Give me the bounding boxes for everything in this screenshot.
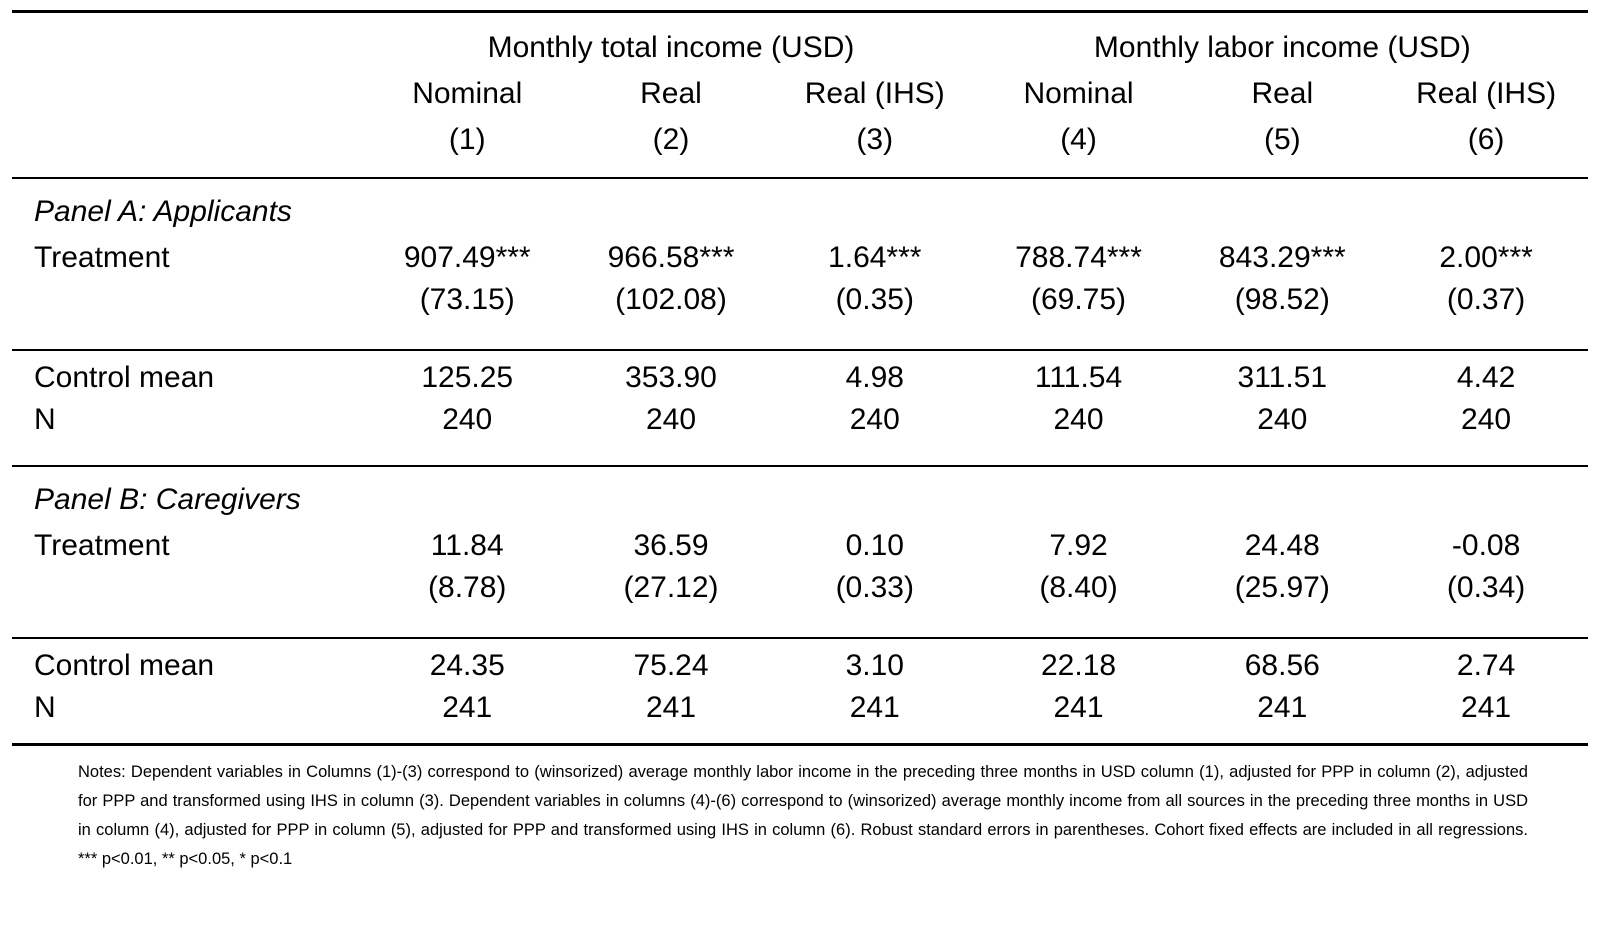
stderr-cell: (69.75)	[1030, 283, 1127, 316]
control-mean-cell: 353.90	[569, 349, 773, 399]
control-mean-cell: 125.25	[365, 349, 570, 399]
control-mean-cell: 2.74	[1384, 637, 1588, 687]
control-mean-row-label: Control mean	[12, 349, 366, 399]
column-number-row: (1) (2) (3) (4) (5) (6)	[12, 117, 1588, 178]
panel-a-treatment-row: Treatment 907.49*** 966.58*** 1.64*** 78…	[12, 235, 1588, 279]
coefficient-cell: 36.59	[633, 529, 709, 562]
col-number-3: (3)	[856, 123, 894, 156]
col-group-total-income: Monthly total income (USD)	[487, 31, 855, 64]
subheader-real-ihs-1: Real (IHS)	[804, 77, 945, 110]
stderr-cell: (102.08)	[615, 283, 727, 316]
coefficient-cell: -0.08	[1451, 529, 1521, 562]
panel-b-treatment-row: Treatment 11.84 36.59 0.10 7.92 24.48 -0…	[12, 523, 1588, 567]
col-group-labor-income: Monthly labor income (USD)	[1093, 31, 1471, 64]
stderr-cell: (8.40)	[1039, 571, 1118, 604]
panel-b-title-row: Panel B: Caregivers	[12, 465, 1588, 523]
header-empty-cell	[12, 12, 365, 72]
stderr-cell: (0.37)	[1446, 283, 1526, 316]
header-empty-cell	[12, 71, 365, 117]
treatment-row-label: Treatment	[34, 241, 170, 274]
coefficient-cell: 843.29***	[1218, 241, 1346, 274]
stderr-cell: (0.33)	[835, 571, 914, 604]
n-row-label: N	[34, 403, 56, 436]
coefficient-cell: 907.49***	[403, 241, 531, 274]
n-cell: 240	[849, 403, 900, 436]
table-notes: Notes: Dependent variables in Columns (1…	[78, 763, 1528, 868]
header-empty-cell	[12, 117, 365, 178]
empty-label-cell	[12, 567, 365, 638]
n-cell: 240	[1461, 403, 1512, 436]
treatment-row-label: Treatment	[34, 529, 170, 562]
subheader-nominal-2: Nominal	[1023, 77, 1134, 110]
panel-b: Panel B: Caregivers Treatment 11.84 36.5…	[12, 465, 1588, 745]
control-mean-cell: 4.42	[1384, 349, 1588, 399]
n-cell: 240	[442, 403, 493, 436]
n-row-label: N	[34, 691, 56, 724]
n-cell: 241	[1257, 691, 1308, 724]
coefficient-cell: 11.84	[430, 529, 504, 562]
panel-a-title-row: Panel A: Applicants	[12, 177, 1588, 235]
n-cell: 241	[1053, 691, 1104, 724]
panel-a-control-mean-row: Control mean 125.25 353.90 4.98 111.54 3…	[12, 349, 1588, 399]
coefficient-cell: 24.48	[1244, 529, 1320, 562]
table-header: Monthly total income (USD) Monthly labor…	[12, 12, 1588, 179]
coefficient-cell: 0.10	[845, 529, 904, 562]
control-mean-cell: 68.56	[1180, 637, 1385, 687]
panel-b-stderr-row: (8.78) (27.12) (0.33) (8.40) (25.97) (0.…	[12, 567, 1588, 638]
regression-table: Monthly total income (USD) Monthly labor…	[12, 10, 1588, 746]
n-cell: 240	[1257, 403, 1308, 436]
stderr-cell: (98.52)	[1234, 283, 1330, 316]
subheader-nominal-1: Nominal	[412, 77, 523, 110]
coefficient-cell: 788.74***	[1015, 241, 1142, 274]
subheader-real-ihs-2: Real (IHS)	[1416, 77, 1557, 110]
panel-a-n-row: N 240 240 240 240 240 240	[12, 399, 1588, 466]
stderr-cell: (73.15)	[419, 283, 515, 316]
coefficient-cell: 966.58***	[607, 241, 735, 274]
control-mean-row-label: Control mean	[12, 637, 366, 687]
control-mean-cell: 75.24	[569, 637, 773, 687]
control-mean-cell: 22.18	[976, 637, 1181, 687]
control-mean-cell: 111.54	[976, 349, 1181, 399]
n-cell: 241	[645, 691, 697, 724]
control-mean-cell: 3.10	[772, 637, 977, 687]
subheader-real-1: Real	[640, 77, 702, 110]
control-mean-cell: 4.98	[772, 349, 977, 399]
panel-b-n-row: N 241 241 241 241 241 241	[12, 687, 1588, 745]
panel-b-control-mean-row: Control mean 24.35 75.24 3.10 22.18 68.5…	[12, 637, 1588, 687]
stderr-cell: (25.97)	[1234, 571, 1330, 604]
panel-a: Panel A: Applicants Treatment 907.49*** …	[12, 177, 1588, 466]
panel-b-title: Panel B: Caregivers	[12, 465, 1588, 523]
n-cell: 240	[645, 403, 697, 436]
col-number-1: (1)	[448, 123, 486, 156]
stderr-cell: (27.12)	[623, 571, 719, 604]
n-cell: 240	[1053, 403, 1104, 436]
control-mean-cell: 311.51	[1180, 349, 1385, 399]
n-cell: 241	[442, 691, 493, 724]
col-number-4: (4)	[1060, 123, 1097, 156]
subheader-real-2: Real	[1251, 77, 1314, 110]
coefficient-cell: 7.92	[1049, 529, 1108, 562]
col-number-2: (2)	[652, 123, 690, 156]
n-cell: 241	[1461, 691, 1512, 724]
empty-label-cell	[12, 279, 365, 350]
panel-a-title: Panel A: Applicants	[12, 177, 1588, 235]
n-cell: 241	[849, 691, 900, 724]
control-mean-cell: 24.35	[365, 637, 570, 687]
coefficient-cell: 1.64***	[828, 241, 922, 274]
col-number-6: (6)	[1467, 123, 1505, 156]
col-number-5: (5)	[1263, 123, 1301, 156]
column-group-row: Monthly total income (USD) Monthly labor…	[12, 12, 1588, 72]
stderr-cell: (0.35)	[835, 283, 914, 316]
column-subheader-row: Nominal Real Real (IHS) Nominal Real Rea…	[12, 71, 1588, 117]
panel-a-stderr-row: (73.15) (102.08) (0.35) (69.75) (98.52) …	[12, 279, 1588, 350]
coefficient-cell: 2.00***	[1439, 241, 1533, 274]
stderr-cell: (0.34)	[1446, 571, 1526, 604]
stderr-cell: (8.78)	[428, 571, 507, 604]
